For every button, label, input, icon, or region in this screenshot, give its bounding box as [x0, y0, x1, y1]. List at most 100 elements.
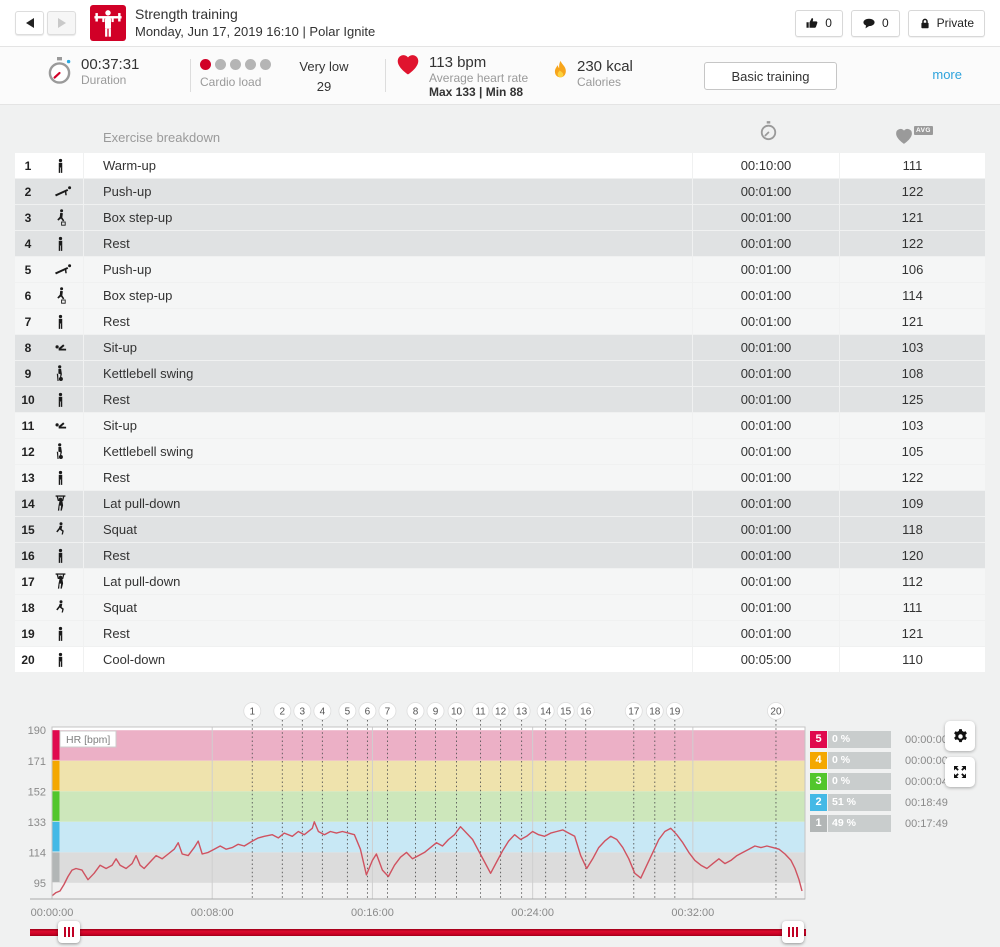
exercise-duration: 00:01:00 [693, 439, 839, 464]
cardio-load-score: 29 [316, 78, 332, 94]
exercise-duration: 00:01:00 [693, 309, 839, 334]
hr-max-min: Max 133 | Min 88 [429, 85, 524, 99]
exercise-name: Sit-up [84, 413, 692, 438]
hr-chart[interactable]: 190 171 152 133 114 95 00:00:00 00:08:00 00:16:0… [0, 699, 1000, 924]
more-link[interactable]: more [932, 67, 962, 82]
exercise-duration: 00:01:00 [693, 387, 839, 412]
session-nav [15, 11, 76, 35]
exercise-name: Squat [84, 595, 692, 620]
table-row[interactable]: 1 Warm-up 00:10:00 111 [15, 153, 985, 178]
training-benefit-button[interactable]: Basic training [704, 62, 837, 90]
exercise-avg-hr: 122 [840, 465, 985, 490]
person-standing-icon [55, 470, 66, 486]
person-standing-icon [55, 158, 66, 174]
table-row[interactable]: 3 Box step-up 00:01:00 121 [15, 205, 985, 230]
table-row[interactable]: 17 Lat pull-down 00:01:00 112 [15, 569, 985, 594]
svg-text:00:24:00: 00:24:00 [511, 907, 554, 919]
exercise-name: Rest [84, 387, 692, 412]
svg-text:2: 2 [280, 707, 286, 718]
zone-percent: 51 % [832, 796, 856, 808]
exercise-avg-hr: 105 [840, 439, 985, 464]
table-row[interactable]: 10 Rest 00:01:00 125 [15, 387, 985, 412]
table-row[interactable]: 5 Push-up 00:01:00 106 [15, 257, 985, 282]
exercise-avg-hr: 122 [840, 231, 985, 256]
table-row[interactable]: 18 Squat 00:01:00 111 [15, 595, 985, 620]
svg-text:14: 14 [540, 707, 552, 718]
table-row[interactable]: 20 Cool-down 00:05:00 110 [15, 647, 985, 672]
exercise-duration: 00:01:00 [693, 491, 839, 516]
chart-settings-button[interactable] [945, 721, 975, 751]
scrubber-right-handle[interactable] [782, 921, 804, 943]
exercise-number: 12 [21, 444, 35, 459]
exercise-duration: 00:05:00 [693, 647, 839, 672]
table-row[interactable]: 14 Lat pull-down 00:01:00 109 [15, 491, 985, 516]
exercise-duration: 00:01:00 [693, 413, 839, 438]
exercise-name: Kettlebell swing [84, 361, 692, 386]
calories-label: Calories [577, 75, 622, 89]
svg-text:171: 171 [28, 756, 46, 768]
comment-icon [863, 18, 875, 28]
table-row[interactable]: 8 Sit-up 00:01:00 103 [15, 335, 985, 360]
zone-percent-bar: 51 % [828, 794, 891, 811]
svg-text:18: 18 [649, 707, 661, 718]
next-session-button[interactable] [47, 11, 76, 35]
lat-pull-down-icon [55, 573, 66, 590]
table-row[interactable]: 6 Box step-up 00:01:00 114 [15, 283, 985, 308]
exercise-avg-hr: 112 [840, 569, 985, 594]
exercise-number: 5 [24, 262, 32, 277]
table-row[interactable]: 13 Rest 00:01:00 122 [15, 465, 985, 490]
exercise-number: 17 [21, 574, 35, 589]
zone-percent-bar: 0 % [828, 752, 891, 769]
exercise-avg-hr: 111 [840, 153, 985, 178]
lock-icon [921, 18, 929, 29]
table-row[interactable]: 15 Squat 00:01:00 118 [15, 517, 985, 542]
comment-button[interactable]: 0 [850, 9, 900, 37]
exercise-duration: 00:01:00 [693, 179, 839, 204]
exercise-name: Rest [84, 543, 692, 568]
exercise-number: 20 [21, 652, 35, 667]
exercise-avg-hr: 110 [840, 647, 985, 672]
exercise-name: Rest [84, 621, 692, 646]
zone-percent-bar: 0 % [828, 773, 891, 790]
exercise-duration: 00:01:00 [693, 231, 839, 256]
privacy-button[interactable]: Private [907, 9, 985, 37]
exercise-number: 2 [24, 184, 32, 199]
person-standing-icon [55, 652, 66, 668]
exercise-duration: 00:01:00 [693, 335, 839, 360]
scrubber-track[interactable] [30, 929, 806, 936]
table-row[interactable]: 4 Rest 00:01:00 122 [15, 231, 985, 256]
table-row[interactable]: 9 Kettlebell swing 00:01:00 108 [15, 361, 985, 386]
exercise-name: Sit-up [84, 335, 692, 360]
scrubber-left-handle[interactable] [58, 921, 80, 943]
zone-number: 2 [810, 794, 827, 811]
kettlebell-swing-icon [55, 365, 66, 382]
svg-text:190: 190 [28, 725, 46, 737]
zone-legend-row: 3 0 % 00:00:04 [810, 773, 948, 790]
table-row[interactable]: 12 Kettlebell swing 00:01:00 105 [15, 439, 985, 464]
exercise-number: 8 [24, 340, 32, 355]
heart-rate-stat: 113 bpm Average heart rate Max 133 | Min… [396, 54, 528, 99]
top-bar: Strength training Monday, Jun 17, 2019 1… [0, 0, 1000, 47]
like-button[interactable]: 0 [795, 9, 843, 37]
zone-percent-bar: 49 % [828, 815, 891, 832]
zone-percent: 0 % [832, 733, 851, 745]
table-row[interactable]: 7 Rest 00:01:00 121 [15, 309, 985, 334]
flame-icon [554, 60, 566, 78]
zone-time: 00:18:49 [905, 796, 948, 809]
exercise-duration: 00:01:00 [693, 465, 839, 490]
divider [385, 59, 386, 92]
svg-text:00:16:00: 00:16:00 [351, 907, 394, 919]
chart-fullscreen-button[interactable] [945, 757, 975, 787]
table-row[interactable]: 19 Rest 00:01:00 121 [15, 621, 985, 646]
svg-text:19: 19 [669, 707, 681, 718]
exercise-number: 7 [24, 314, 32, 329]
person-standing-icon [55, 236, 66, 252]
previous-session-button[interactable] [15, 11, 44, 35]
table-header: Exercise breakdown AVG [15, 105, 985, 153]
table-row[interactable]: 16 Rest 00:01:00 120 [15, 543, 985, 568]
zone-legend-row: 4 0 % 00:00:00 [810, 752, 948, 769]
exercise-name: Cool-down [84, 647, 692, 672]
table-row[interactable]: 11 Sit-up 00:01:00 103 [15, 413, 985, 438]
table-row[interactable]: 2 Push-up 00:01:00 122 [15, 179, 985, 204]
